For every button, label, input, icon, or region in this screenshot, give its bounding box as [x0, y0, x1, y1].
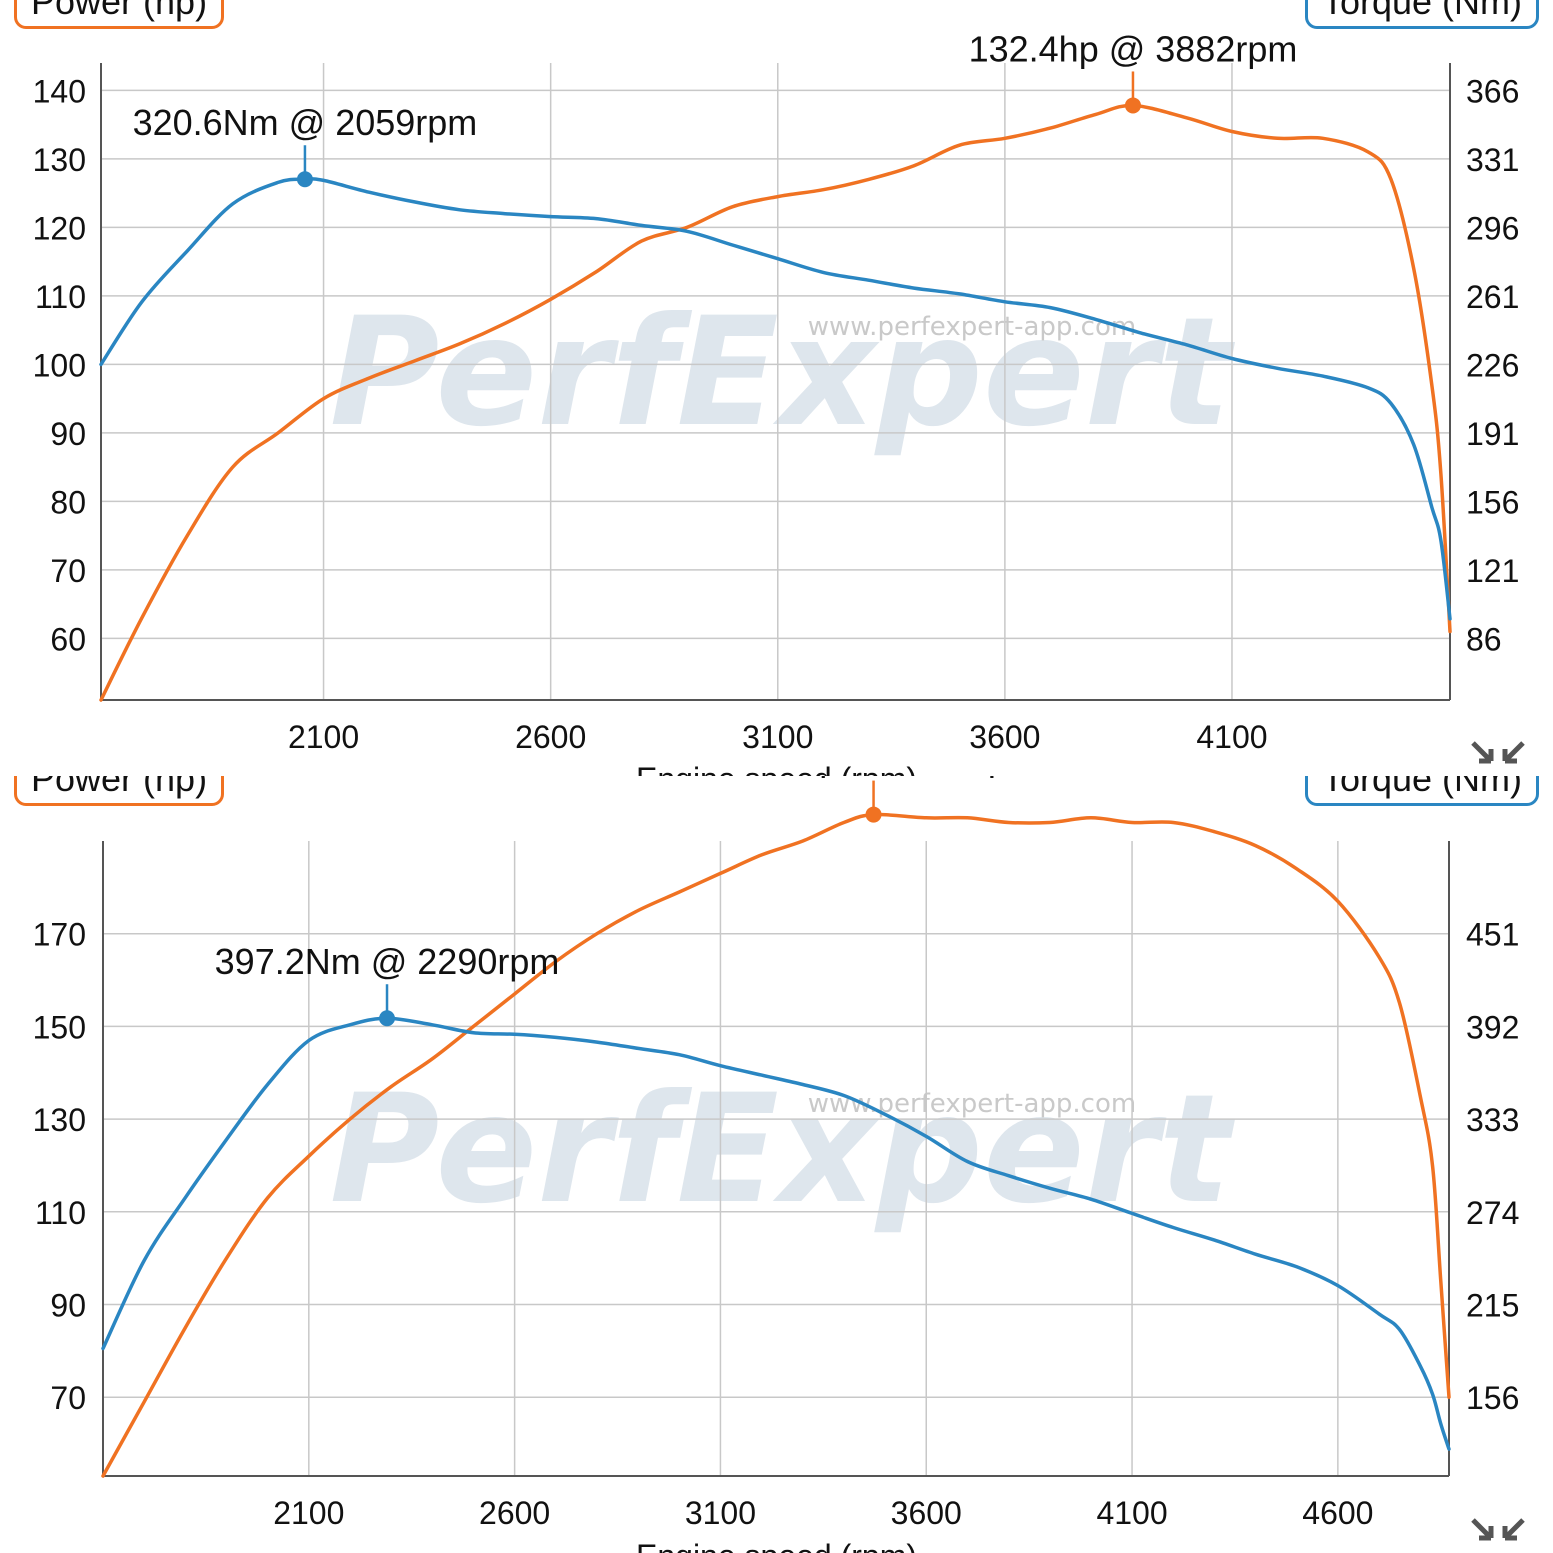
power-axis-label-1[interactable]: Power (hp): [14, 0, 224, 29]
y-left-tick-label: 140: [33, 73, 86, 109]
dyno-chart-panel-2: PerfExpert www.perfexpert-app.com 70 156 90 2…: [0, 776, 1553, 1553]
peak-annotation-label: 172.7hp @ 3472rpm: [709, 776, 1038, 779]
x-tick-label: 2600: [515, 719, 586, 755]
peak-annotation-label: 132.4hp @ 3882rpm: [969, 28, 1298, 69]
torque-axis-label-2[interactable]: Torque (Nm): [1305, 776, 1539, 806]
y-left-tick-label: 100: [33, 347, 86, 383]
y-left-tick-label: 170: [33, 917, 86, 953]
y-left-tick-label: 110: [35, 279, 86, 315]
y-left-tick-label: 120: [33, 210, 86, 246]
watermark-url: www.perfexpert-app.com: [808, 1089, 1136, 1119]
x-tick-label: 4100: [1196, 719, 1267, 755]
x-tick-label: 3600: [891, 1495, 962, 1531]
y-right-tick-label: 333: [1466, 1102, 1519, 1138]
x-tick-label: 2100: [288, 719, 359, 755]
peak-marker-point: [866, 807, 882, 823]
y-right-tick-label: 156: [1466, 484, 1519, 520]
power-axis-label-2[interactable]: Power (hp): [14, 776, 224, 806]
y-right-tick-label: 86: [1466, 621, 1502, 657]
x-tick-label: 4600: [1302, 1495, 1373, 1531]
torque-axis-label-1[interactable]: Torque (Nm): [1305, 0, 1539, 29]
dyno-chart-panel-1: PerfExpert www.perfexpert-app.com 60 86 70 12…: [0, 0, 1553, 776]
y-right-tick-label: 191: [1466, 416, 1519, 452]
y-right-tick-label: 226: [1466, 347, 1519, 383]
collapse-icon-1[interactable]: [1469, 739, 1527, 773]
y-left-tick-label: 60: [50, 621, 86, 657]
x-tick-label: 2100: [273, 1495, 344, 1531]
y-left-tick-label: 90: [50, 416, 86, 452]
y-right-tick-label: 121: [1466, 553, 1519, 589]
y-left-tick-label: 90: [50, 1288, 86, 1324]
peak-annotation-label: 397.2Nm @ 2290rpm: [215, 941, 560, 982]
x-tick-label: 2600: [479, 1495, 550, 1531]
y-left-tick-label: 130: [33, 142, 86, 178]
peak-marker-point: [1125, 97, 1141, 113]
peak-marker-point: [297, 171, 313, 187]
x-axis-title-1: Engine speed (rpm): [636, 761, 917, 776]
y-right-tick-label: 156: [1466, 1380, 1519, 1416]
y-right-tick-label: 366: [1466, 73, 1519, 109]
y-left-tick-label: 70: [50, 1380, 86, 1416]
collapse-icon-2[interactable]: [1469, 1516, 1527, 1550]
peak-annotation-label: 320.6Nm @ 2059rpm: [133, 102, 478, 143]
y-left-tick-label: 110: [35, 1195, 86, 1231]
y-right-tick-label: 261: [1466, 279, 1519, 315]
y-right-tick-label: 331: [1466, 142, 1519, 178]
x-tick-label: 3100: [742, 719, 813, 755]
y-right-tick-label: 392: [1466, 1009, 1519, 1045]
y-left-tick-label: 70: [50, 553, 86, 589]
y-left-tick-label: 150: [33, 1009, 86, 1045]
peak-marker-point: [379, 1010, 395, 1026]
y-left-tick-label: 130: [33, 1102, 86, 1138]
x-tick-label: 3600: [969, 719, 1040, 755]
y-left-tick-label: 80: [50, 484, 86, 520]
x-axis-title-2: Engine speed (rpm): [636, 1538, 917, 1553]
y-right-tick-label: 215: [1466, 1288, 1519, 1324]
x-tick-label: 4100: [1096, 1495, 1167, 1531]
y-right-tick-label: 451: [1466, 917, 1519, 953]
y-right-tick-label: 274: [1466, 1195, 1519, 1231]
x-tick-label: 3100: [685, 1495, 756, 1531]
y-right-tick-label: 296: [1466, 210, 1519, 246]
